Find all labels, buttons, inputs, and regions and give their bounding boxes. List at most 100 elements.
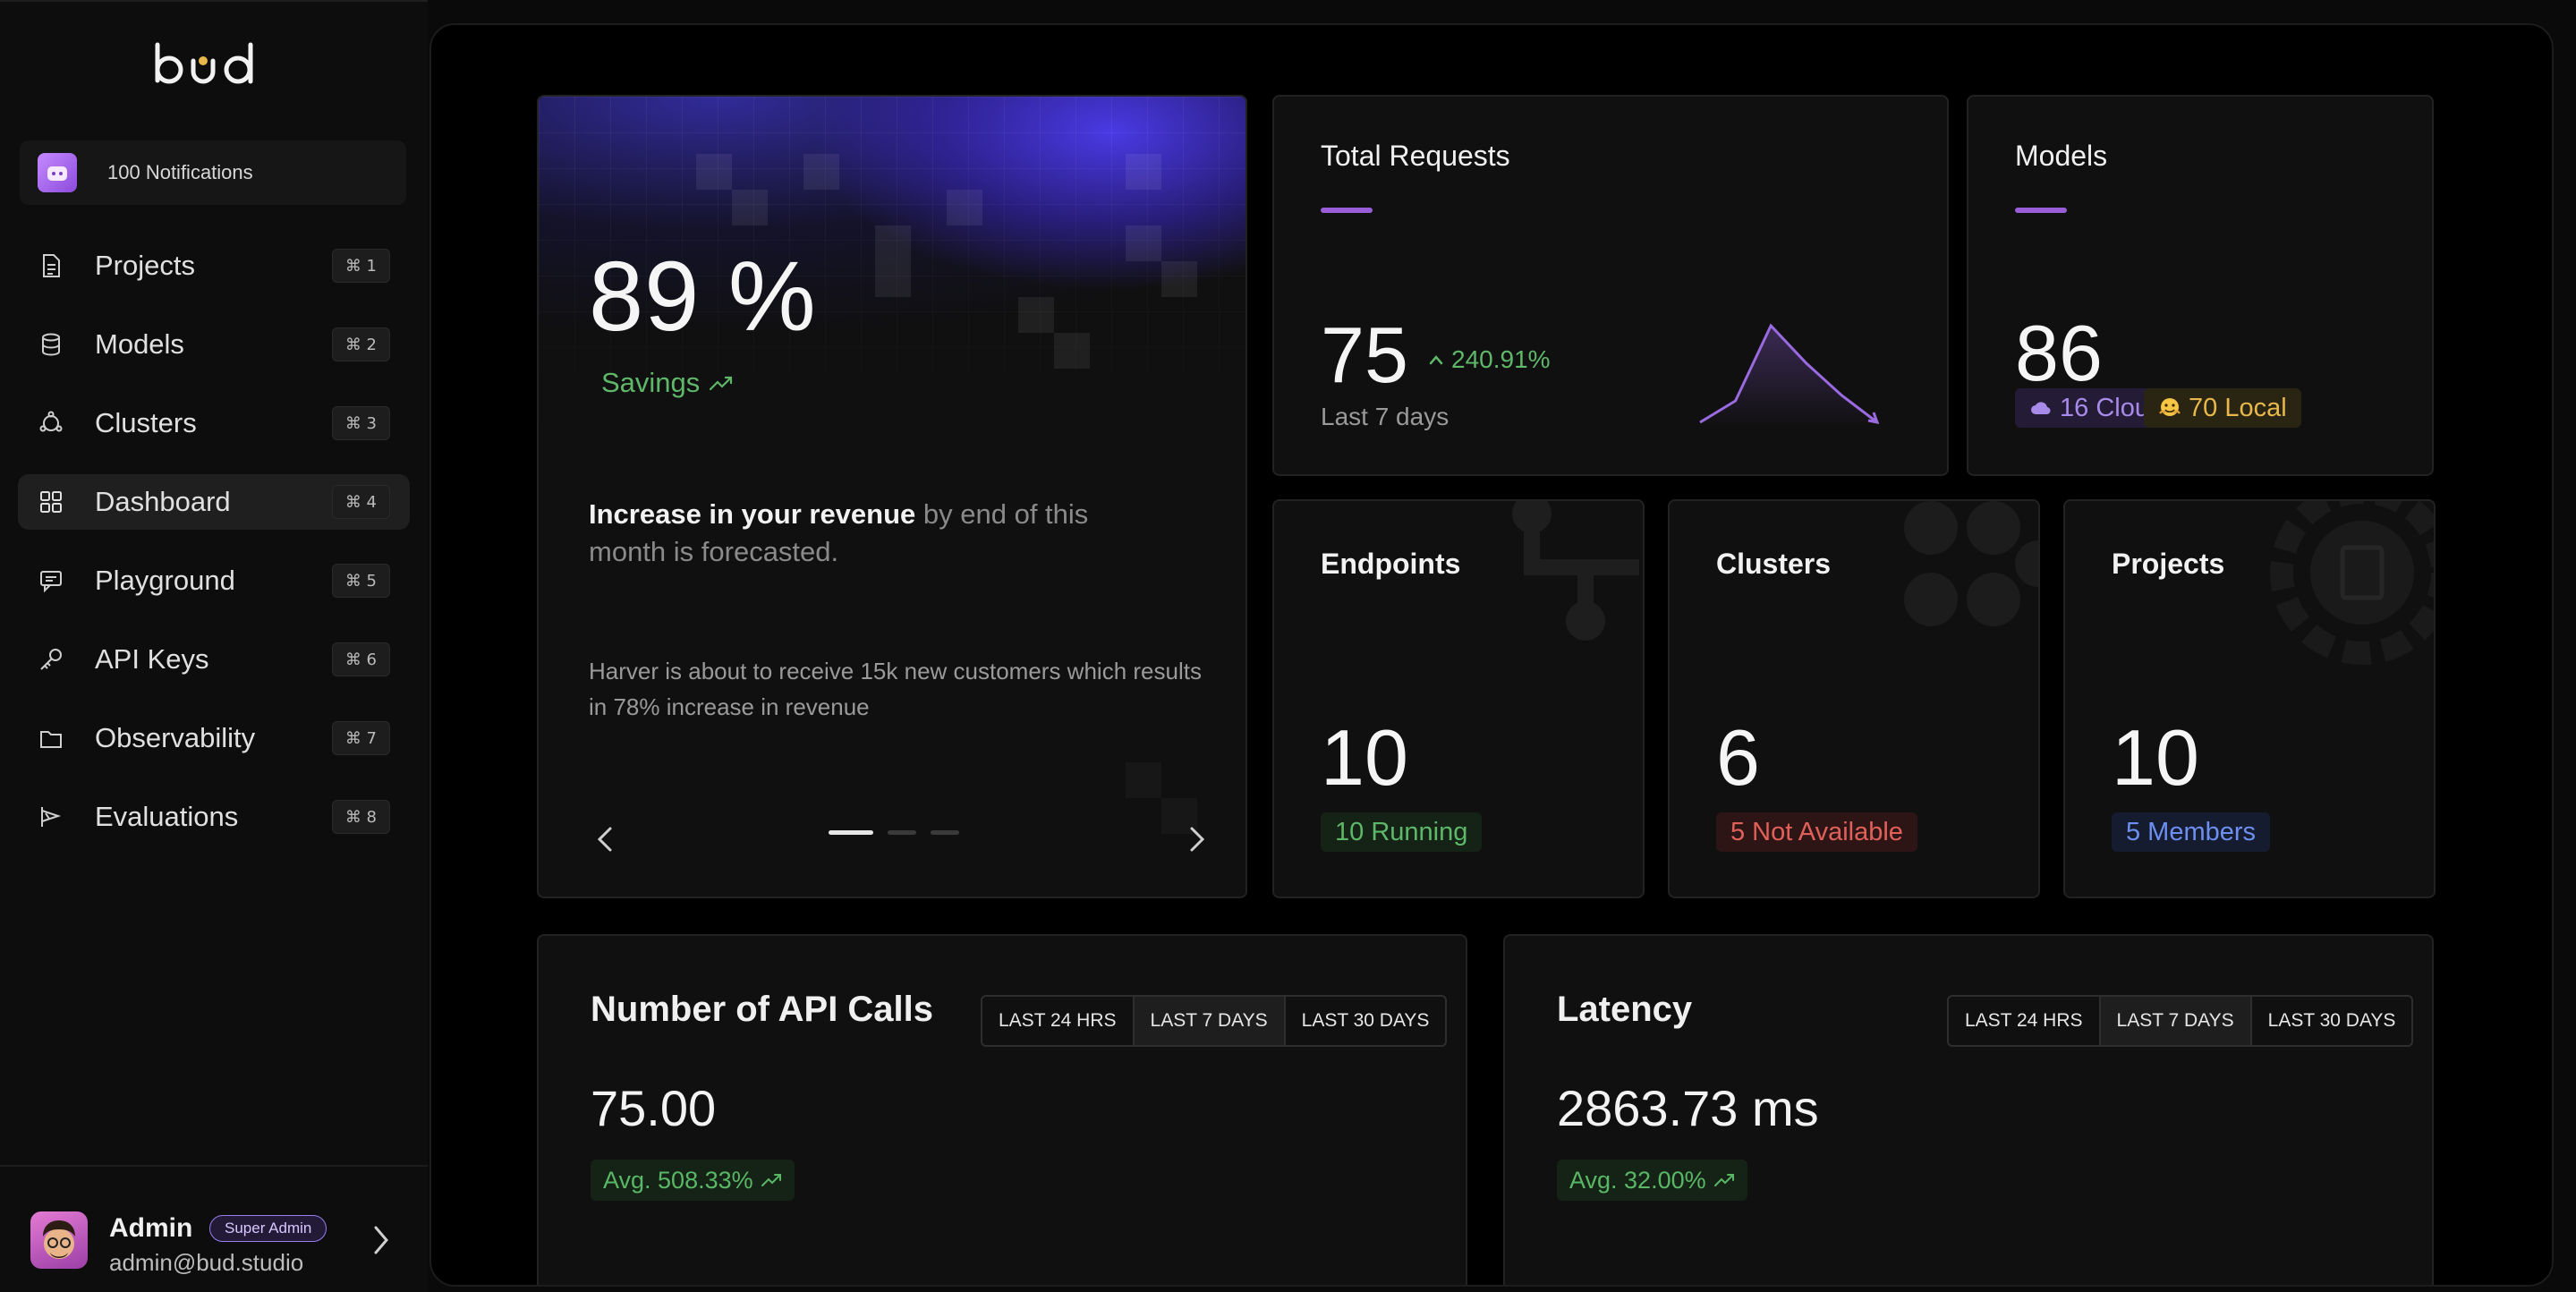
nav-item-playground[interactable]: Playground ⌘ 5 <box>18 553 410 608</box>
range-last-30-days[interactable]: LAST 30 DAYS <box>1301 1010 1430 1031</box>
chevron-up-icon <box>1429 355 1443 365</box>
nav-label: Observability <box>95 722 256 753</box>
nav-label: Clusters <box>95 407 197 438</box>
card-title: Models <box>2015 140 2108 172</box>
models-value: 86 <box>2015 309 2103 397</box>
projects-card[interactable]: Projects 10 5 Members <box>2063 499 2436 898</box>
nav-item-dashboard[interactable]: Dashboard ⌘ 4 <box>18 474 410 530</box>
nav-label: Evaluations <box>95 801 239 832</box>
user-profile[interactable]: Admin Super Admin admin@bud.studio <box>0 1165 428 1292</box>
latency-range-selector: LAST 24 HRS LAST 7 DAYS LAST 30 DAYS <box>1947 995 2414 1047</box>
change-indicator: 240.91% <box>1428 345 1551 374</box>
savings-headline-bold: Increase in your revenue <box>589 498 916 530</box>
local-models-count: 70 Local <box>2189 393 2287 422</box>
shortcut-badge: ⌘ 7 <box>331 721 390 755</box>
notifications-button[interactable]: 100 Notifications <box>20 140 406 205</box>
shortcut-badge: ⌘ 4 <box>331 485 390 519</box>
status-badge: 10 Running <box>1321 812 1483 852</box>
notifications-label: 100 Notifications <box>107 161 253 183</box>
nav-label: API Keys <box>95 643 209 675</box>
latency-card: Latency LAST 24 HRS LAST 7 DAYS LAST 30 … <box>1503 934 2434 1285</box>
shortcut-badge: ⌘ 8 <box>331 800 390 834</box>
savings-label-text: Savings <box>601 367 701 398</box>
clusters-watermark-icon <box>1904 501 2038 626</box>
range-last-7-days[interactable]: LAST 7 DAYS <box>1134 997 1286 1045</box>
database-icon <box>36 329 66 360</box>
key-icon <box>36 644 66 675</box>
nav-item-projects[interactable]: Projects ⌘ 1 <box>18 238 410 293</box>
total-requests-card[interactable]: Total Requests 75 240.91% Last 7 days <box>1272 95 1949 476</box>
clusters-card[interactable]: Clusters 6 5 Not Available <box>1668 499 2040 898</box>
range-last-7-days[interactable]: LAST 7 DAYS <box>2100 997 2252 1045</box>
shortcut-badge: ⌘ 3 <box>331 406 390 440</box>
range-last-30-days[interactable]: LAST 30 DAYS <box>2267 1010 2396 1031</box>
change-percent: 240.91% <box>1451 345 1551 373</box>
range-last-24-hrs[interactable]: LAST 24 HRS <box>982 997 1135 1045</box>
avatar <box>30 1211 88 1269</box>
shortcut-badge: ⌘ 1 <box>331 249 390 283</box>
savings-grid-pattern <box>539 97 1245 472</box>
hugging-face-icon <box>2159 398 2181 416</box>
grid-icon <box>36 487 66 517</box>
accent-bar <box>2015 208 2067 213</box>
chevron-right-icon[interactable] <box>370 1222 392 1258</box>
sidebar: 100 Notifications Projects ⌘ 1 Models ⌘ … <box>0 0 428 1292</box>
sparkline-area <box>1700 326 1877 428</box>
dashboard-main: 89 % Savings Increase in your revenue by… <box>429 23 2554 1287</box>
avg-change-chip: Avg. 32.00% <box>1557 1160 1747 1201</box>
range-last-24-hrs[interactable]: LAST 24 HRS <box>1949 997 2101 1045</box>
nav-item-evaluations[interactable]: Evaluations ⌘ 8 <box>18 789 410 845</box>
user-email: admin@bud.studio <box>109 1249 304 1276</box>
avg-change-text: Avg. 508.33% <box>603 1166 753 1194</box>
card-title: Clusters <box>1716 548 1832 580</box>
accent-bar <box>1321 208 1373 213</box>
card-title: Latency <box>1557 990 1693 1029</box>
shortcut-badge: ⌘ 5 <box>331 564 390 598</box>
nav-item-api-keys[interactable]: API Keys ⌘ 6 <box>18 632 410 687</box>
savings-headline: Increase in your revenue by end of this … <box>589 496 1161 571</box>
trend-up-icon <box>710 376 733 391</box>
sparkline-arrowhead <box>1867 412 1880 424</box>
endpoints-card[interactable]: Endpoints 10 10 Running <box>1272 499 1645 898</box>
card-title: Number of API Calls <box>591 990 934 1029</box>
endpoints-watermark-icon <box>1512 501 1639 641</box>
models-card[interactable]: Models 86 16 Cloud 70 Local <box>1967 95 2434 476</box>
chat-icon <box>36 565 66 596</box>
document-icon <box>36 251 66 281</box>
nav-item-observability[interactable]: Observability ⌘ 7 <box>18 710 410 766</box>
period-label: Last 7 days <box>1321 403 1450 430</box>
trend-up-icon <box>761 1174 781 1186</box>
carousel-dot[interactable] <box>829 830 873 835</box>
savings-headline-rest: by end of this month is forecasted. <box>589 498 1089 567</box>
carousel-dot[interactable] <box>888 830 916 835</box>
carousel-dots <box>829 830 959 835</box>
status-badge: 5 Not Available <box>1716 812 1917 852</box>
savings-card: 89 % Savings Increase in your revenue by… <box>537 95 1247 898</box>
shortcut-badge: ⌘ 2 <box>331 327 390 361</box>
card-title: Projects <box>2112 548 2225 580</box>
bud-logo[interactable] <box>152 41 277 91</box>
status-badge: 5 Members <box>2112 812 2271 852</box>
nav-label: Models <box>95 328 184 360</box>
sparkline-line <box>1699 323 1878 424</box>
avg-change-chip: Avg. 508.33% <box>591 1160 795 1201</box>
savings-label: Savings <box>601 367 734 399</box>
nav-item-models[interactable]: Models ⌘ 2 <box>18 317 410 372</box>
shortcut-badge: ⌘ 6 <box>331 642 390 676</box>
main-nav: Projects ⌘ 1 Models ⌘ 2 Clusters ⌘ 3 Das… <box>18 238 410 868</box>
nav-label: Playground <box>95 565 235 596</box>
nav-label: Projects <box>95 250 195 281</box>
chevron-left-icon[interactable] <box>592 821 619 857</box>
chevron-right-icon[interactable] <box>1183 821 1210 857</box>
latency-value: 2863.73 ms <box>1557 1080 1819 1136</box>
cloud-icon <box>2031 402 2051 415</box>
card-title: Total Requests <box>1321 140 1510 172</box>
savings-glow <box>539 97 1245 472</box>
local-models-chip: 70 Local <box>2144 388 2301 428</box>
nav-item-clusters[interactable]: Clusters ⌘ 3 <box>18 395 410 451</box>
carousel-dot[interactable] <box>931 830 959 835</box>
api-calls-range-selector: LAST 24 HRS LAST 7 DAYS LAST 30 DAYS <box>981 995 1448 1047</box>
nav-label: Dashboard <box>95 486 231 517</box>
api-calls-card: Number of API Calls LAST 24 HRS LAST 7 D… <box>537 934 1467 1285</box>
total-requests-value: 75 <box>1321 310 1408 399</box>
